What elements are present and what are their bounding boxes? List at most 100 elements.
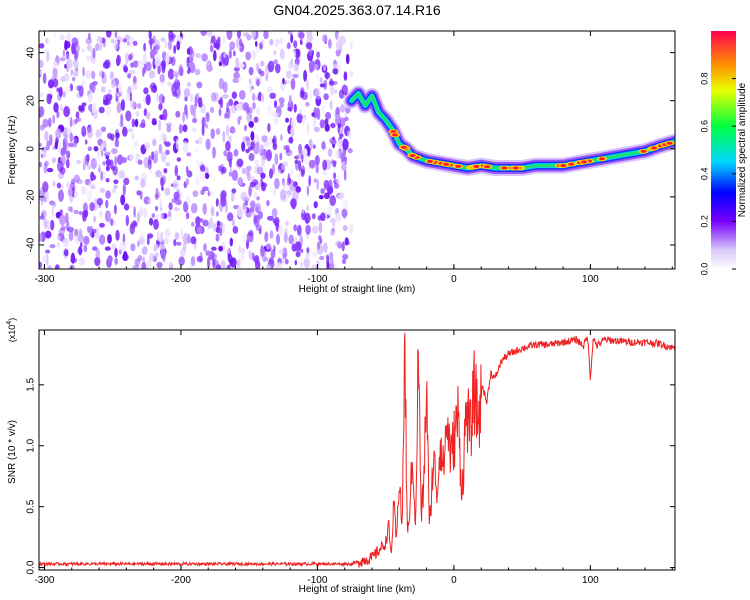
noise-speckle [253,215,258,224]
noise-speckle [183,88,191,98]
spectrogram-y-ticks: -40 -20 0 20 40 [26,47,675,252]
noise-speckle [211,246,217,251]
noise-speckle [288,136,294,144]
noise-speckle [245,169,250,176]
noise-speckle [223,52,227,59]
noise-speckle [249,181,256,188]
noise-speckle [39,106,45,118]
noise-speckle [322,159,328,171]
noise-speckle [127,40,130,46]
noise-speckle [140,178,146,188]
noise-speckle [115,95,119,102]
noise-speckle [306,247,310,254]
noise-speckle [273,116,279,126]
noise-speckle [241,167,247,175]
noise-speckle [339,104,346,113]
noise-speckle [228,40,236,50]
noise-speckle [344,237,349,246]
noise-speckle [201,53,208,62]
noise-speckle [344,155,347,165]
noise-speckle [68,230,74,241]
noise-speckle [340,152,344,164]
noise-speckle [215,128,221,135]
noise-speckle [308,175,312,187]
noise-speckle [74,228,79,237]
noise-speckle [99,188,106,193]
noise-speckle [293,63,299,72]
noise-speckle [146,260,152,269]
noise-speckle [279,48,285,60]
noise-speckle [228,50,232,59]
noise-speckle [200,31,207,37]
noise-speckle [100,150,104,157]
noise-speckle [185,165,189,175]
y-tick-label: 0 [26,146,37,152]
noise-speckle [168,202,173,211]
noise-speckle [134,140,139,147]
noise-speckle [105,158,111,167]
noise-speckle [169,261,173,268]
noise-speckle [184,96,188,102]
noise-speckle [263,140,270,147]
spectrogram-x-label: Height of straight line (km) [299,284,416,295]
noise-speckle [213,50,217,62]
noise-speckle [271,208,278,218]
noise-speckle [285,79,291,85]
noise-speckle [56,87,60,93]
noise-speckle [259,164,266,175]
noise-speckle [286,70,292,79]
noise-speckle [119,241,127,252]
noise-speckle [313,126,320,133]
noise-speckle [311,213,316,220]
noise-speckle [81,125,87,137]
noise-speckle [126,92,131,101]
noise-speckle [173,239,177,247]
noise-speckle [52,180,56,187]
noise-speckle [120,99,126,111]
noise-speckle [154,57,161,68]
noise-speckle [102,61,109,69]
noise-speckle [312,251,318,258]
noise-speckle [238,115,242,121]
noise-speckle [327,148,333,158]
noise-speckle [186,195,191,205]
noise-speckle [190,94,194,103]
noise-speckle [240,250,245,262]
noise-speckle [341,163,347,172]
noise-speckle [122,184,126,196]
x-tick-label: 100 [582,274,599,285]
noise-speckle [39,232,43,242]
noise-speckle [343,199,348,208]
noise-speckle [134,118,139,128]
noise-speckle [229,237,233,247]
noise-speckle [153,218,159,230]
noise-speckle [320,212,326,222]
ridge-hotspot-core [640,149,647,153]
noise-speckle [129,153,134,161]
noise-speckle [46,167,54,173]
noise-speckle [239,90,246,100]
noise-speckle [273,50,276,55]
noise-speckle [139,206,143,218]
noise-speckle [342,253,349,260]
noise-speckle [328,38,332,49]
ridge-hotspot-core [599,157,605,161]
noise-speckle [323,93,329,101]
noise-speckle [112,188,116,193]
noise-speckle [136,190,141,196]
noise-speckle [345,53,350,65]
noise-speckle [132,40,138,46]
noise-speckle [329,100,333,110]
colorbar-tick-label: 0.2 [699,215,709,228]
noise-speckle [87,164,91,170]
noise-speckle [139,123,146,128]
noise-speckle [255,141,260,149]
noise-speckle [283,231,288,243]
noise-speckle [342,225,348,232]
noise-speckle [288,61,294,70]
noise-speckle [94,159,98,165]
noise-speckle [161,62,166,74]
noise-speckle [316,51,321,59]
noise-speckle [122,38,128,43]
noise-speckle [160,231,164,243]
